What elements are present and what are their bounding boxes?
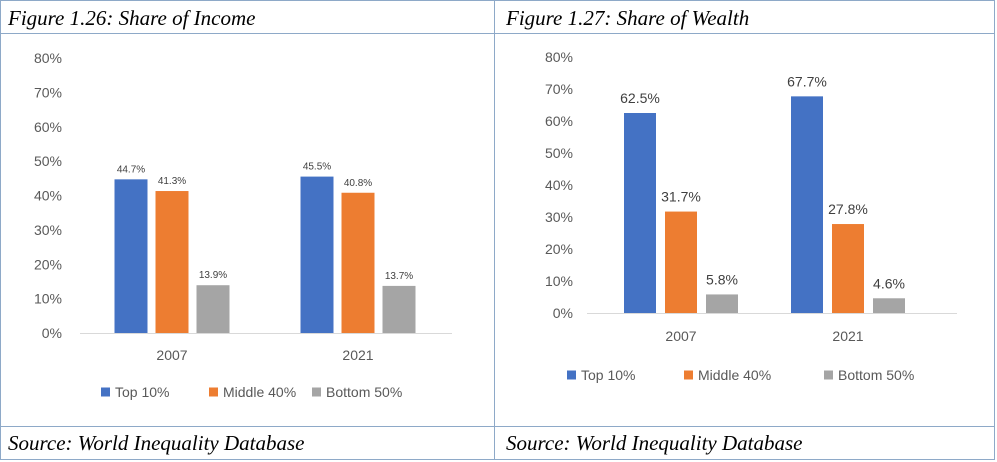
data-label-middle40-2007: 31.7% (661, 189, 701, 205)
y-tick-label: 50% (545, 145, 573, 161)
wealth-source-note: Source: World Inequality Database (506, 431, 803, 455)
y-tick-label: 0% (42, 325, 62, 341)
y-tick-label: 0% (553, 305, 573, 321)
data-label-bottom50-2021: 4.6% (873, 275, 905, 291)
y-tick-label: 80% (34, 50, 62, 66)
data-label-middle40-2007: 41.3% (158, 176, 186, 187)
bar-middle40-2007 (665, 211, 697, 313)
y-tick-label: 20% (34, 256, 62, 272)
x-category-label: 2007 (665, 328, 696, 344)
legend-label-top10: Top 10% (581, 367, 635, 383)
legend-label-middle40: Middle 40% (223, 384, 296, 400)
bar-middle40-2021 (341, 192, 375, 333)
wealth-share-chart: 0% 10% 20% 30% 40% 50% 60% 70% 80% 62.5% 67.7% 31.7… (545, 49, 957, 383)
y-tick-label: 60% (34, 119, 62, 135)
y-tick-label: 30% (34, 222, 62, 238)
bar-middle40-2021 (832, 224, 864, 313)
data-label-middle40-2021: 40.8% (344, 178, 372, 189)
data-label-top10-2021: 45.5% (303, 162, 331, 173)
legend-swatch-middle40 (209, 387, 218, 397)
income-source-note: Source: World Inequality Database (8, 431, 305, 455)
column-divider (494, 0, 495, 460)
legend-label-bottom50: Bottom 50% (838, 367, 914, 383)
legend-label-top10: Top 10% (115, 384, 169, 400)
data-label-top10-2007: 62.5% (620, 90, 660, 106)
y-tick-label: 10% (34, 291, 62, 307)
data-label-bottom50-2007: 13.9% (199, 270, 227, 281)
data-label-middle40-2021: 27.8% (828, 201, 868, 217)
header-divider (0, 33, 995, 34)
legend-swatch-middle40 (684, 370, 693, 380)
bar-top10-2021 (791, 96, 823, 313)
y-tick-label: 20% (545, 241, 573, 257)
y-tick-label: 10% (545, 273, 573, 289)
bar-middle40-2007 (155, 191, 189, 333)
bar-top10-2007 (114, 179, 148, 333)
income-share-chart: 0% 10% 20% 30% 40% 50% 60% 70% 80% 44.7% 45.5% 41.3… (34, 50, 452, 400)
y-tick-label: 80% (545, 49, 573, 65)
legend-label-middle40: Middle 40% (698, 367, 771, 383)
legend-swatch-bottom50 (824, 370, 833, 380)
y-tick-label: 50% (34, 153, 62, 169)
y-tick-label: 30% (545, 209, 573, 225)
bar-top10-2007 (624, 113, 656, 313)
bar-bottom50-2007 (706, 294, 738, 313)
y-tick-label: 40% (34, 188, 62, 204)
footer-divider (0, 426, 995, 427)
legend-label-bottom50: Bottom 50% (326, 384, 402, 400)
bar-top10-2021 (300, 176, 334, 333)
data-label-bottom50-2021: 13.7% (385, 271, 413, 282)
y-tick-label: 60% (545, 113, 573, 129)
y-tick-label: 70% (545, 81, 573, 97)
legend-swatch-top10 (101, 387, 110, 397)
bar-bottom50-2021 (873, 298, 905, 313)
y-tick-label: 70% (34, 84, 62, 100)
x-category-label: 2007 (156, 347, 187, 363)
data-label-top10-2021: 67.7% (787, 73, 827, 89)
x-category-label: 2021 (832, 328, 863, 344)
legend-swatch-top10 (567, 370, 576, 380)
data-label-top10-2007: 44.7% (117, 164, 145, 175)
wealth-figure-title: Figure 1.27: Share of Wealth (506, 6, 750, 30)
y-tick-label: 40% (545, 177, 573, 193)
bar-bottom50-2021 (382, 285, 416, 333)
income-figure-title: Figure 1.26: Share of Income (8, 6, 256, 30)
legend-swatch-bottom50 (312, 387, 321, 397)
bar-bottom50-2007 (196, 285, 230, 333)
data-label-bottom50-2007: 5.8% (706, 271, 738, 287)
x-category-label: 2021 (342, 347, 373, 363)
